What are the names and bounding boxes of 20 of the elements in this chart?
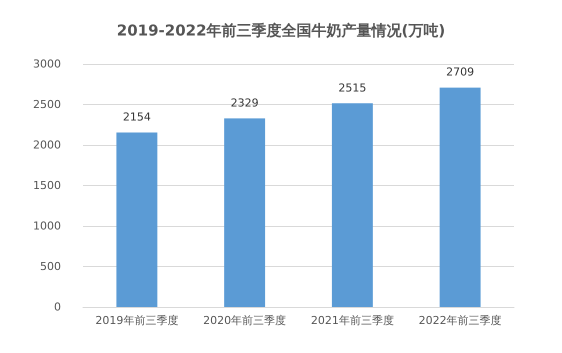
chart-title: 2019-2022年前三季度全国牛奶产量情况(万吨) xyxy=(116,22,446,40)
x-tick-label: 2022年前三季度 xyxy=(418,314,502,327)
bar xyxy=(224,118,266,307)
y-tick-label: 2500 xyxy=(33,98,61,111)
y-tick-label: 0 xyxy=(54,300,61,314)
x-tick-label: 2021年前三季度 xyxy=(310,314,394,327)
bar xyxy=(116,132,158,307)
data-label: 2709 xyxy=(446,66,474,79)
y-tick-label: 500 xyxy=(40,260,61,273)
bar xyxy=(440,88,481,307)
data-label: 2515 xyxy=(338,81,366,94)
data-label: 2154 xyxy=(122,110,151,124)
y-tick-label: 2000 xyxy=(33,138,61,152)
y-tick-label: 1500 xyxy=(33,179,61,192)
y-tick-label: 3000 xyxy=(33,58,61,70)
x-tick-label: 2019年前三季度 xyxy=(95,314,178,327)
bar xyxy=(332,103,373,307)
y-tick-label: 1000 xyxy=(33,220,61,232)
x-tick-label: 2020年前三季度 xyxy=(203,314,286,327)
data-label: 2329 xyxy=(230,96,259,110)
